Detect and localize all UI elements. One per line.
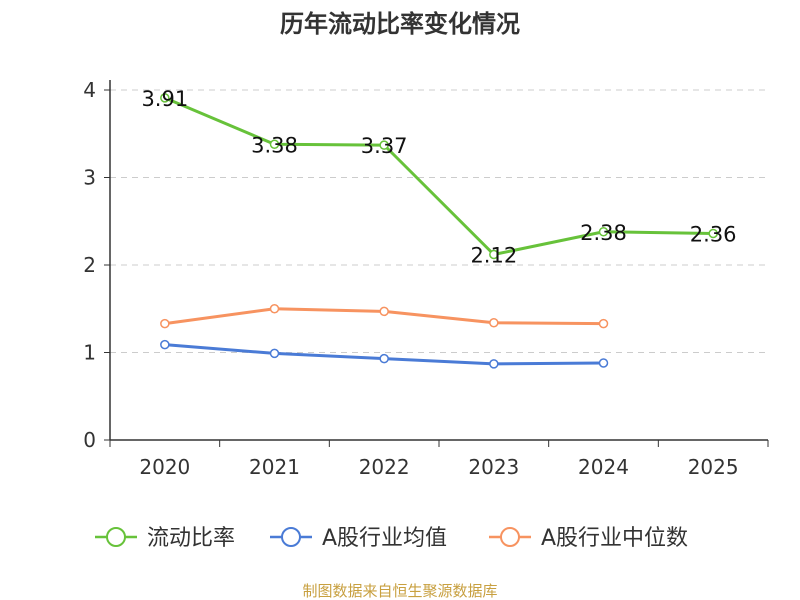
legend[interactable]: 流动比率 A股行业均值 A股行业中位数: [95, 526, 688, 551]
x-tick-label: 2023: [468, 455, 519, 479]
y-tick-label: 2: [83, 253, 96, 277]
legend-marker: [281, 527, 301, 547]
x-axis-ticks: 2020 2021 2022 2023 2024 2025: [109, 440, 769, 479]
data-point[interactable]: [160, 318, 170, 329]
data-label: 2.36: [690, 223, 737, 247]
data-point[interactable]: [379, 306, 389, 317]
series-line-0: [164, 96, 714, 256]
y-tick-label: 4: [83, 78, 96, 102]
data-label: 2.12: [470, 244, 517, 268]
data-point[interactable]: [598, 318, 609, 329]
y-tick-label: 1: [83, 341, 96, 365]
data-point[interactable]: [269, 139, 280, 149]
legend-label: 流动比率: [147, 526, 235, 551]
data-point[interactable]: [489, 359, 499, 369]
grid-lines: [110, 89, 768, 353]
axes: [109, 80, 768, 441]
data-point[interactable]: [489, 318, 499, 328]
data-label: 3.38: [251, 133, 298, 157]
x-tick-label: 2021: [249, 455, 300, 479]
legend-item-1[interactable]: A股行业均值: [270, 526, 447, 551]
data-label: 3.91: [141, 87, 188, 111]
y-axis-ticks: 0 1 2 3 4: [83, 78, 110, 452]
legend-marker: [106, 527, 126, 547]
data-labels: 3.91 3.38 3.37 2.12 2.38 2.36: [141, 87, 736, 268]
data-point[interactable]: [708, 228, 718, 239]
legend-item-2[interactable]: A股行业中位数: [489, 526, 688, 551]
data-point[interactable]: [598, 358, 609, 368]
legend-marker: [500, 527, 520, 547]
legend-item-0[interactable]: 流动比率: [95, 526, 235, 551]
data-label: 2.38: [580, 221, 627, 245]
legend-label: A股行业均值: [322, 526, 447, 551]
data-point[interactable]: [598, 227, 609, 237]
series-layer: [160, 93, 718, 369]
x-tick-label: 2020: [139, 455, 190, 479]
chart-title: 历年流动比率变化情况: [280, 10, 520, 38]
data-point[interactable]: [269, 304, 280, 314]
data-point[interactable]: [489, 249, 499, 260]
data-point[interactable]: [379, 353, 389, 364]
source-note: 制图数据来自恒生聚源数据库: [302, 582, 497, 600]
data-point[interactable]: [160, 93, 170, 103]
y-tick-label: 0: [83, 428, 96, 452]
y-tick-label: 3: [83, 166, 96, 190]
data-point[interactable]: [269, 348, 280, 359]
data-label: 3.37: [361, 134, 408, 158]
x-tick-label: 2022: [359, 455, 410, 479]
x-tick-label: 2024: [578, 455, 629, 479]
x-tick-label: 2025: [688, 455, 739, 479]
data-point[interactable]: [160, 339, 170, 350]
data-point[interactable]: [379, 140, 389, 150]
legend-label: A股行业中位数: [541, 526, 688, 551]
